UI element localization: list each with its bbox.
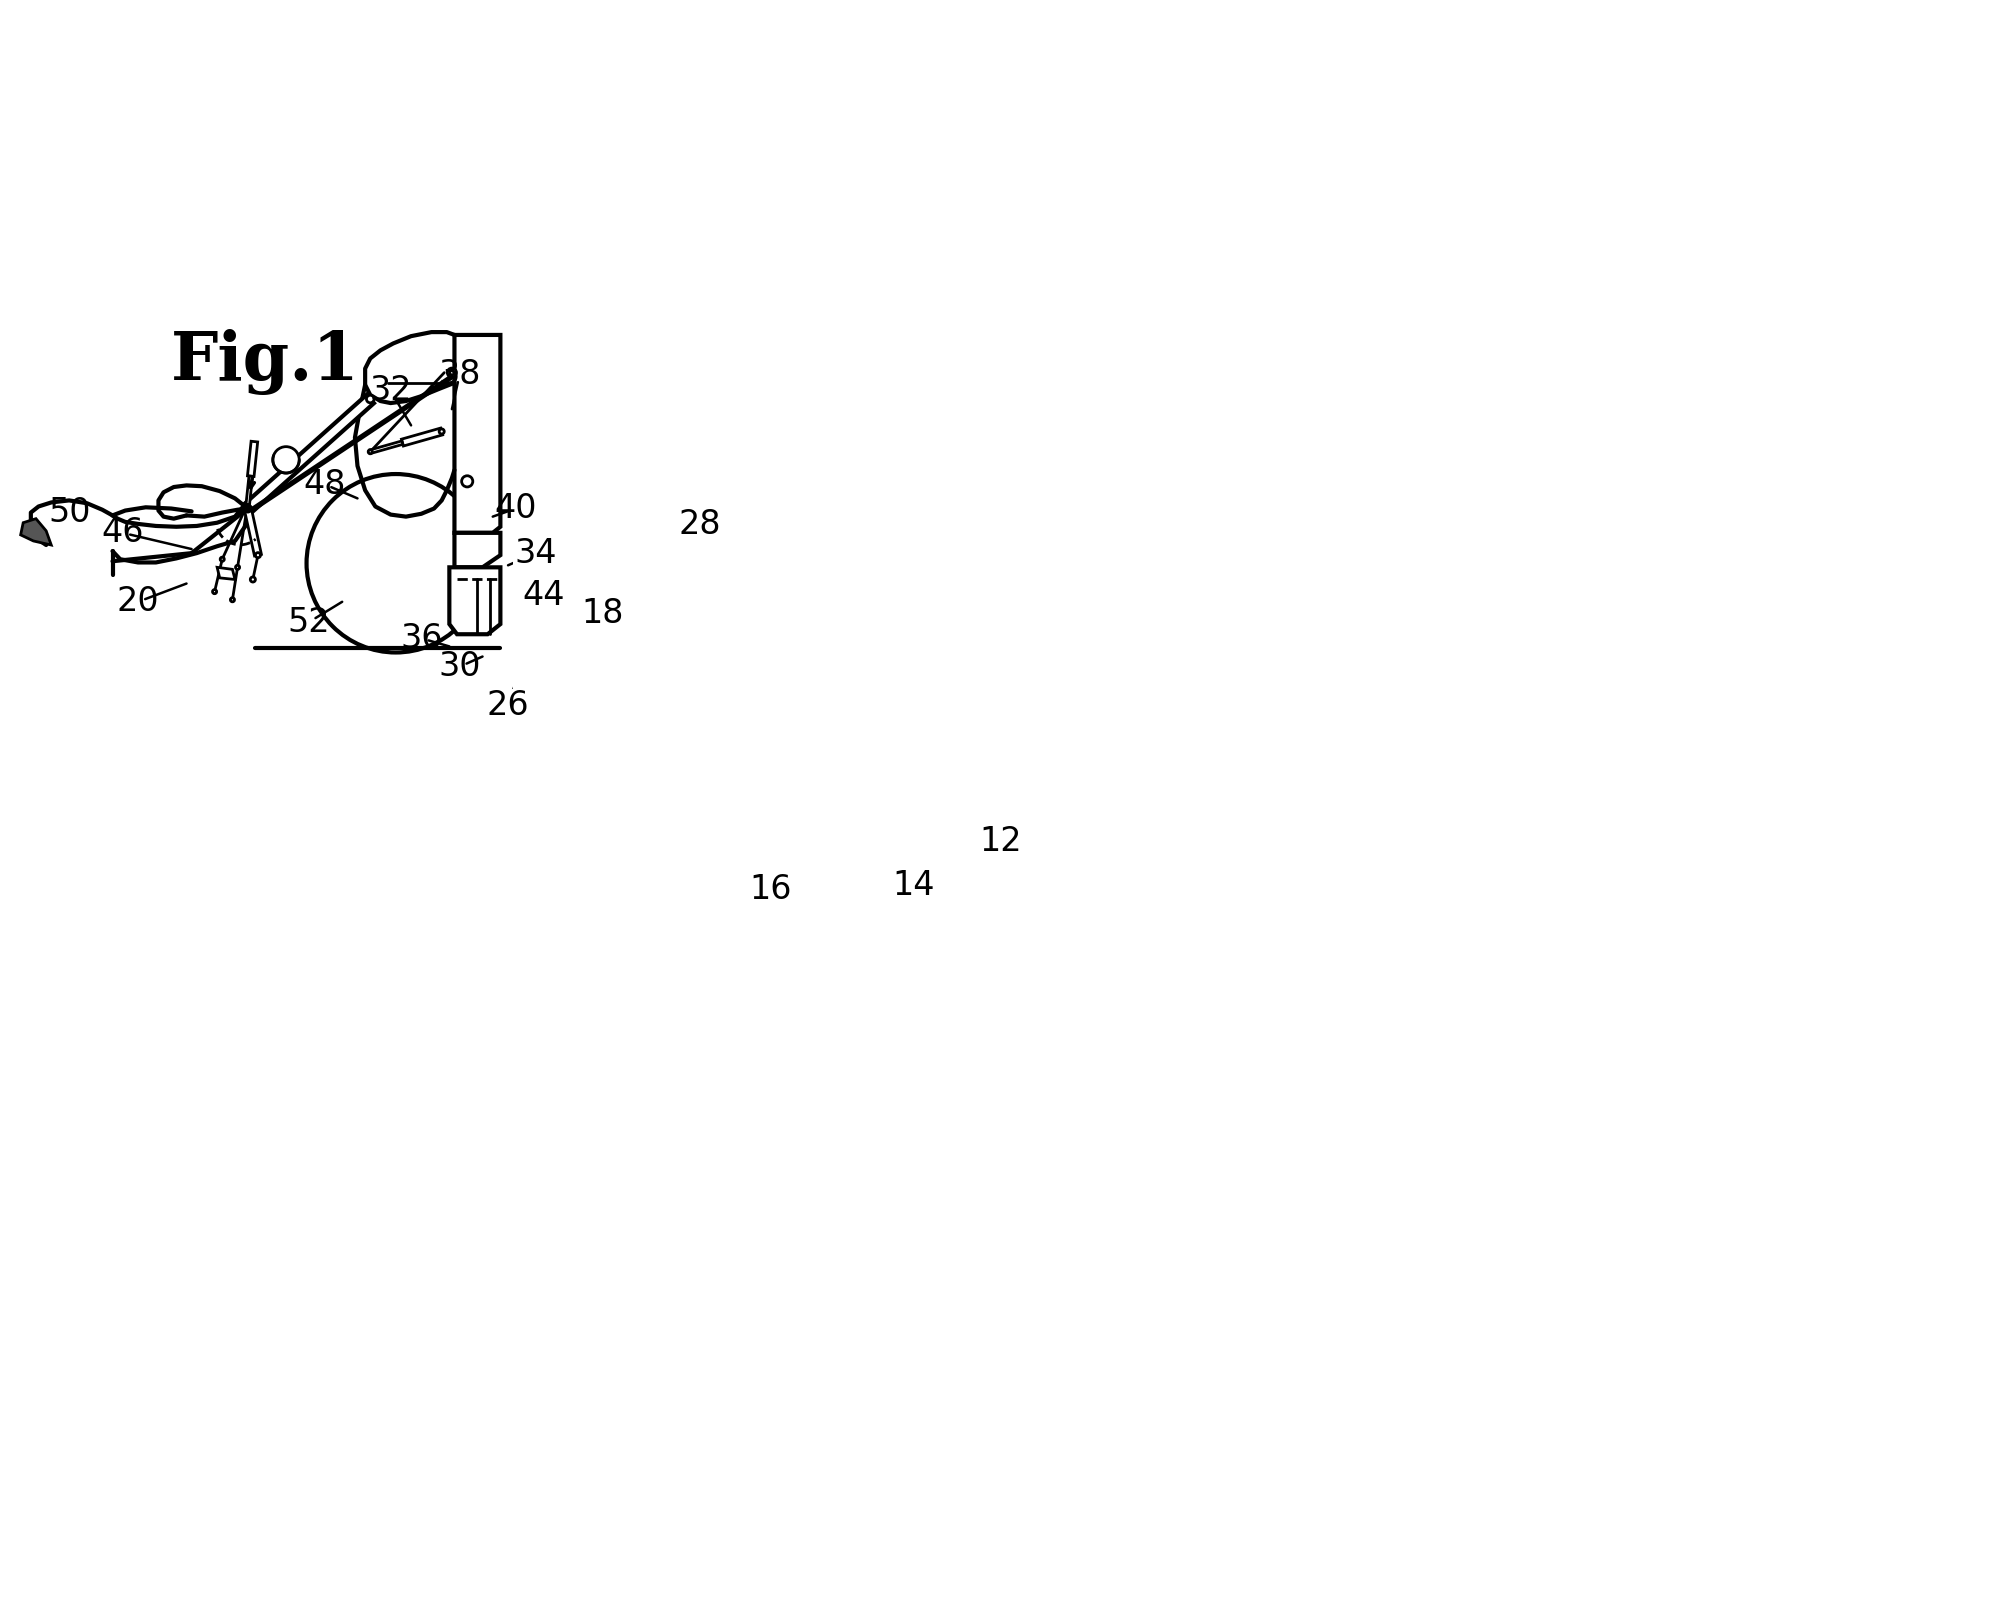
Polygon shape	[402, 428, 442, 446]
Text: 32: 32	[370, 374, 412, 407]
Circle shape	[231, 598, 235, 602]
Text: 50: 50	[48, 495, 90, 529]
Polygon shape	[247, 376, 452, 513]
Text: 44: 44	[523, 578, 565, 612]
Polygon shape	[217, 567, 235, 580]
Text: 12: 12	[979, 825, 1022, 858]
Circle shape	[213, 590, 217, 594]
Polygon shape	[247, 441, 257, 476]
Text: Fig.1: Fig.1	[171, 329, 360, 395]
Polygon shape	[454, 336, 501, 532]
Circle shape	[273, 447, 300, 473]
Circle shape	[446, 368, 456, 377]
Circle shape	[221, 558, 225, 561]
Text: 38: 38	[438, 358, 481, 392]
Text: 36: 36	[400, 622, 442, 655]
Polygon shape	[243, 508, 261, 556]
Circle shape	[438, 428, 444, 435]
Polygon shape	[243, 395, 374, 513]
Circle shape	[306, 475, 485, 652]
Text: 20: 20	[117, 585, 159, 618]
Text: 34: 34	[515, 537, 557, 569]
Text: 40: 40	[495, 492, 537, 526]
Text: 18: 18	[581, 598, 623, 631]
Circle shape	[255, 553, 261, 558]
Text: 16: 16	[750, 873, 792, 906]
Circle shape	[249, 577, 255, 582]
Circle shape	[368, 449, 372, 454]
Polygon shape	[245, 476, 253, 505]
Text: 14: 14	[893, 869, 935, 903]
Circle shape	[243, 505, 251, 511]
Polygon shape	[370, 441, 402, 454]
Text: 30: 30	[438, 650, 481, 684]
Polygon shape	[454, 532, 501, 567]
Text: 46: 46	[101, 516, 145, 550]
Text: 26: 26	[487, 689, 529, 722]
Text: 48: 48	[304, 468, 346, 500]
Circle shape	[235, 566, 239, 569]
Circle shape	[366, 395, 374, 403]
Text: 52: 52	[288, 606, 330, 639]
Polygon shape	[20, 519, 50, 545]
Text: 28: 28	[678, 508, 720, 542]
Polygon shape	[448, 567, 501, 634]
